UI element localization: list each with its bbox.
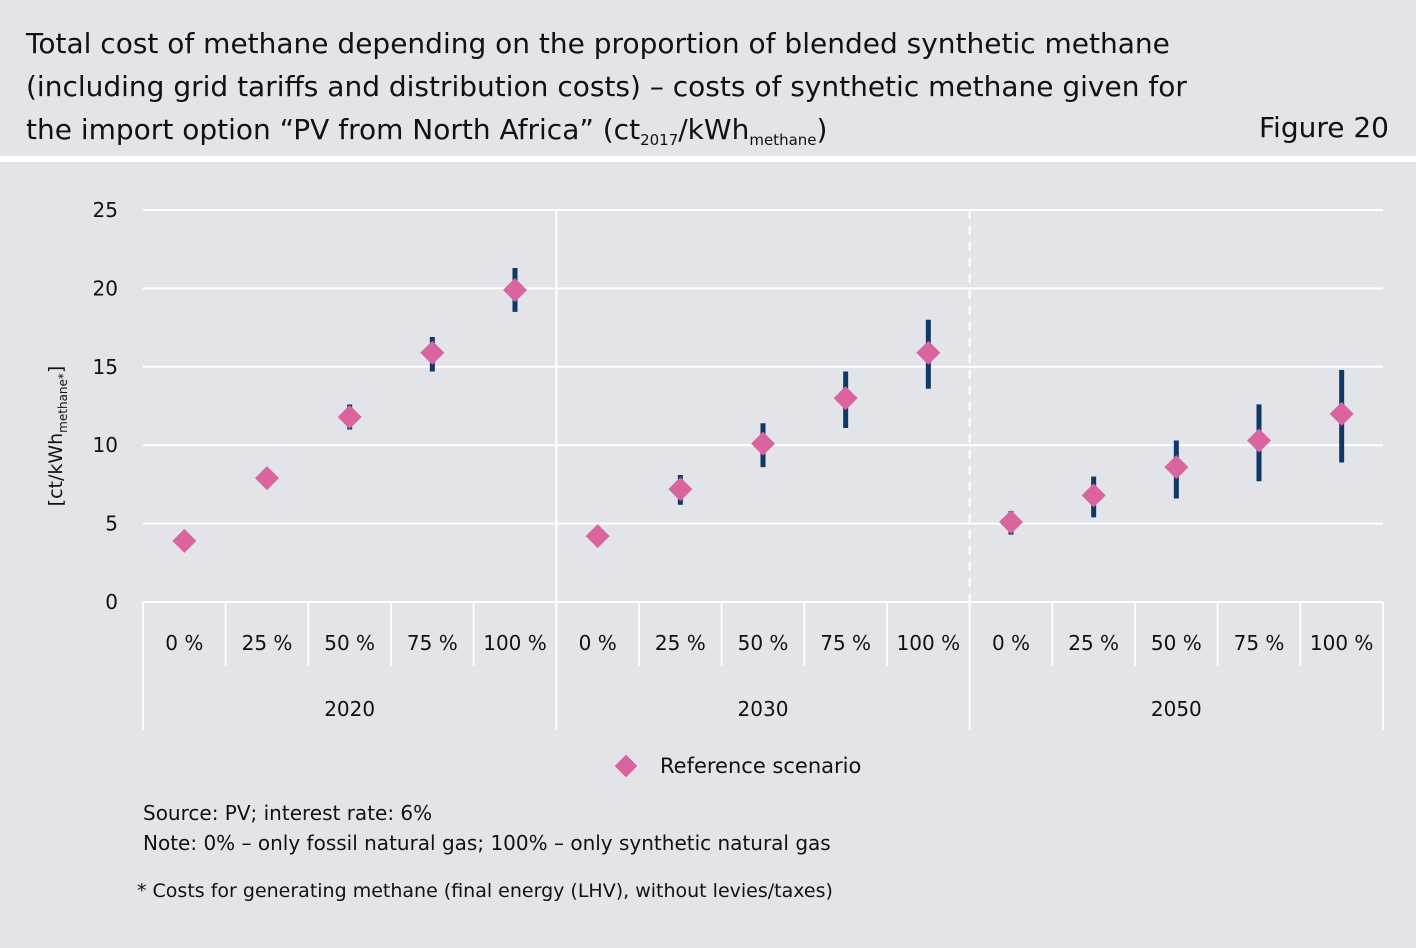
data-point-2020-0	[172, 528, 197, 553]
notes: Source: PV; interest rate: 6% Note: 0% –…	[143, 798, 831, 858]
data-point-2050-2	[1164, 455, 1189, 480]
title-line-3-start: the import option “PV from North Africa”…	[26, 113, 641, 146]
group-label-2050: 2050	[1151, 697, 1202, 721]
title-line-2: (including grid tariffs and distribution…	[26, 70, 1187, 103]
data-point-2020-4	[503, 277, 527, 302]
y-axis-label-subscript: methane*	[56, 373, 70, 433]
x-axis	[142, 601, 1384, 730]
y-tick-label-25: 25	[93, 198, 118, 222]
title-line-3-end: )	[816, 113, 828, 146]
title-line-1: Total cost of methane depending on the p…	[26, 27, 1170, 60]
y-tick-label-20: 20	[93, 276, 118, 300]
y-axis-label-end: ]	[45, 366, 67, 373]
category-label-2050-3: 75 %	[1234, 631, 1285, 655]
category-label-2020-1: 25 %	[242, 631, 293, 655]
legend: Reference scenario	[613, 748, 861, 784]
category-label-2030-4: 100 %	[897, 631, 961, 655]
legend-marker-diamond	[614, 754, 638, 778]
category-label-2020-4: 100 %	[483, 631, 547, 655]
data-point-2030-0	[585, 524, 610, 549]
category-label-2030-2: 50 %	[738, 631, 789, 655]
group-label-2030: 2030	[738, 697, 789, 721]
group-label-2020: 2020	[324, 697, 375, 721]
chart-title: Total cost of methane depending on the p…	[26, 22, 1226, 151]
grid-lines	[143, 209, 1383, 602]
x-category-labels: 0 % 25 % 50 % 75 % 100 % 0 % 25 % 50 % 75 % 100 %…	[165, 631, 1373, 655]
data-point-2030-1	[668, 477, 693, 502]
category-label-2050-2: 50 %	[1151, 631, 1202, 655]
data-point-2020-3	[420, 340, 445, 365]
data-point-2030-4	[916, 340, 941, 365]
category-label-2050-4: 100 %	[1310, 631, 1374, 655]
data-point-2050-4	[1329, 401, 1354, 426]
y-tick-label-15: 15	[93, 355, 118, 379]
x-group-labels: 2020 2030 2050	[324, 697, 1202, 721]
y-tick-label-5: 5	[105, 512, 118, 536]
category-label-2020-2: 50 %	[324, 631, 375, 655]
y-axis-label: [ct/kWhmethane*]	[45, 366, 70, 507]
data-point-2020-2	[337, 404, 362, 429]
data-point-2050-1	[1081, 483, 1106, 508]
category-label-2030-1: 25 %	[655, 631, 706, 655]
footnote: * Costs for generating methane (final en…	[137, 880, 833, 902]
title-subscript-year: 2017	[640, 131, 679, 149]
data-point-2030-2	[751, 431, 775, 456]
data-point-2020-1	[255, 466, 279, 491]
y-axis-label-start: [ct/kWh	[45, 433, 67, 507]
header: Total cost of methane depending on the p…	[0, 0, 1416, 162]
category-label-2020-3: 75 %	[407, 631, 458, 655]
source-note: Source: PV; interest rate: 6%	[143, 801, 433, 825]
legend-label: Reference scenario	[660, 754, 862, 778]
data-point-2050-3	[1247, 428, 1271, 453]
y-tick-labels: 0 5 10 15 20 25	[93, 198, 118, 614]
category-label-2020-0: 0 %	[165, 631, 203, 655]
category-label-2030-3: 75 %	[820, 631, 871, 655]
data-points	[172, 277, 1354, 553]
category-label-2030-0: 0 %	[579, 631, 617, 655]
category-label-2050-1: 25 %	[1068, 631, 1119, 655]
chart-area: 0 5 10 15 20 25 0 % 25 % 50 % 75 % 100 % 0 % 25 % 50…	[45, 198, 1384, 730]
y-tick-label-10: 10	[93, 433, 118, 457]
title-line-3-unit: /kWh	[678, 113, 750, 146]
data-point-2030-3	[833, 386, 858, 411]
category-label-2050-0: 0 %	[992, 631, 1030, 655]
y-tick-label-0: 0	[105, 590, 118, 614]
title-subscript-methane: methane	[749, 131, 817, 149]
explanation-note: Note: 0% – only fossil natural gas; 100%…	[143, 831, 831, 855]
figure-label: Figure 20	[1258, 111, 1389, 144]
data-point-2050-0	[999, 510, 1023, 535]
title-line-3: the import option “PV from North Africa”…	[26, 108, 1226, 151]
